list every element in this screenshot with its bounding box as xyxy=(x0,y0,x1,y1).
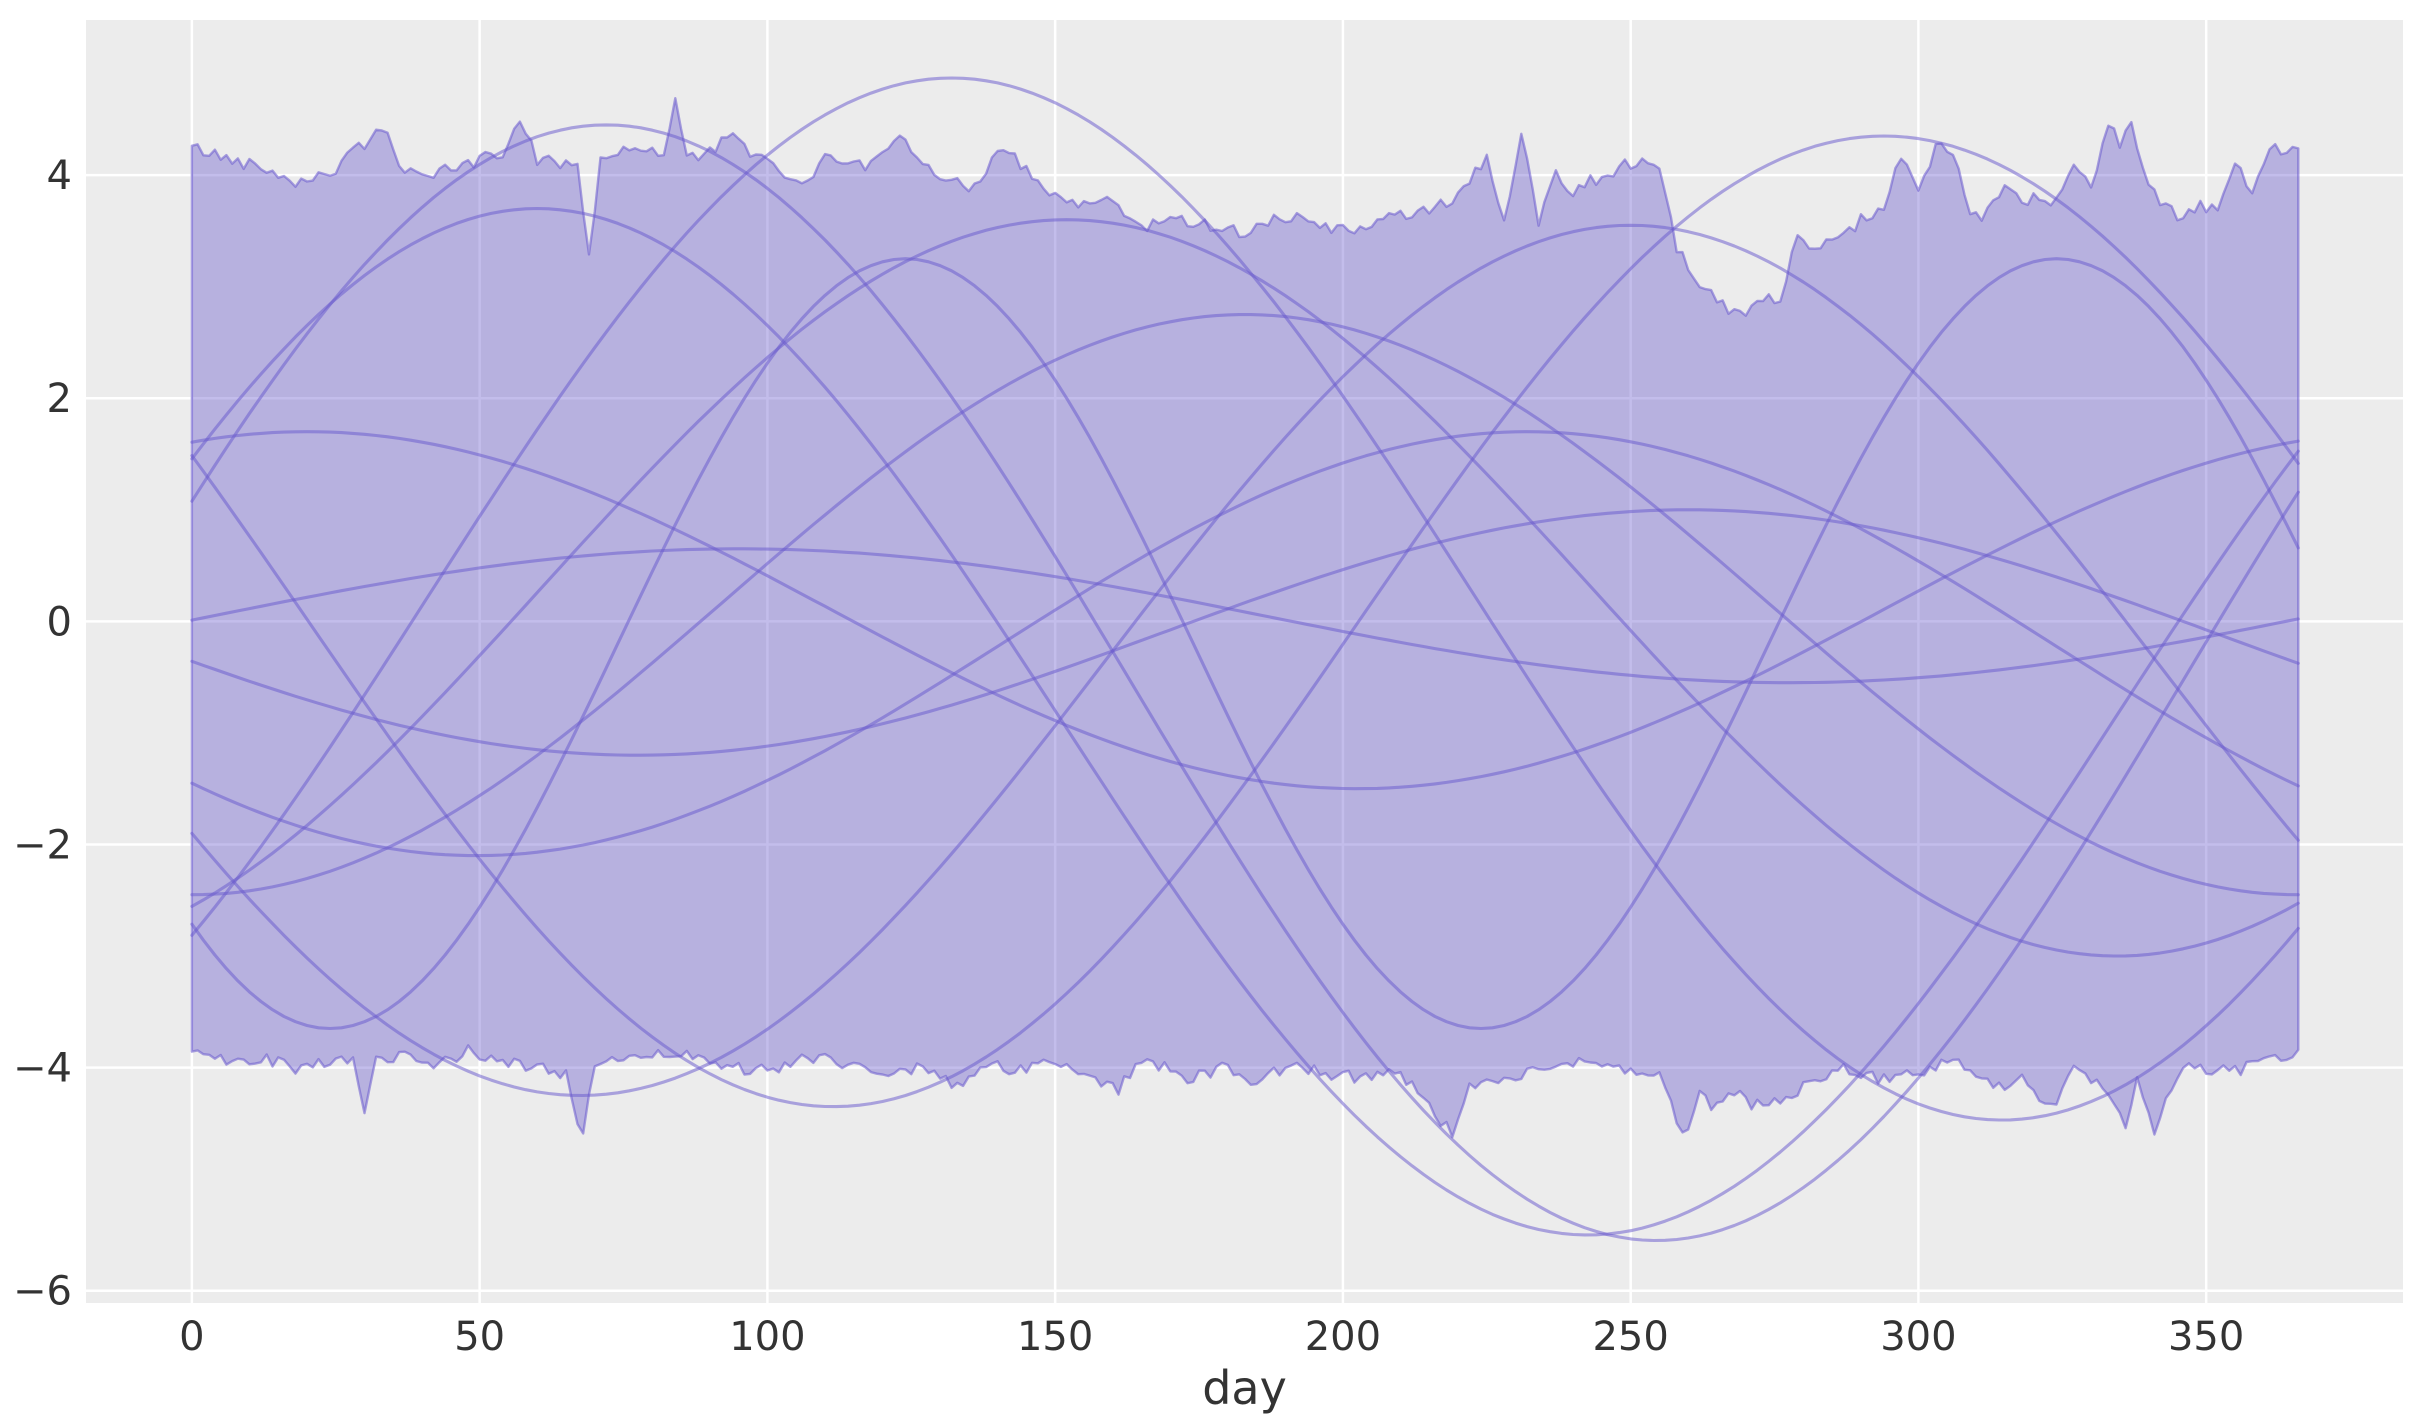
y-tick-label: 2 xyxy=(47,376,72,422)
data-series xyxy=(190,76,2300,1243)
y-tick-label: −4 xyxy=(13,1046,72,1092)
x-tick-labels: 0 50 100 150 200 250 300 350 xyxy=(179,1314,2244,1360)
y-tick-label: −6 xyxy=(13,1269,72,1315)
grid-lines xyxy=(86,20,2403,1303)
observed-band-area xyxy=(190,97,2300,1139)
line-series-sample-8 xyxy=(190,430,2300,791)
line-series-sample-6 xyxy=(190,218,2300,958)
x-tick-label: 150 xyxy=(1017,1314,1093,1360)
line-series-sample-11 xyxy=(190,430,2300,858)
x-tick-label: 250 xyxy=(1592,1314,1668,1360)
line-series-sample-4 xyxy=(190,134,2300,1109)
line-series-sample-7 xyxy=(190,257,2300,1031)
line-series-sample-5 xyxy=(190,223,2300,1098)
x-tick-label: 200 xyxy=(1305,1314,1381,1360)
y-tick-label: 4 xyxy=(47,153,72,199)
x-tick-label: 0 xyxy=(179,1314,204,1360)
line-series-sample-3 xyxy=(190,206,2300,1237)
x-tick-label: 300 xyxy=(1880,1314,1956,1360)
line-series-sample-12 xyxy=(190,313,2300,897)
x-tick-label: 50 xyxy=(454,1314,505,1360)
y-tick-label: −2 xyxy=(13,822,72,868)
y-tick-label: 0 xyxy=(47,599,72,645)
line-series-sample-10 xyxy=(190,547,2300,685)
line-series-sample-2 xyxy=(190,123,2300,1243)
line-series-sample-1 xyxy=(190,76,2300,1122)
x-tick-label: 350 xyxy=(2168,1314,2244,1360)
y-tick-labels: −6 −4 −2 0 2 4 xyxy=(13,153,72,1315)
x-tick-label: 100 xyxy=(729,1314,805,1360)
x-axis-label: day xyxy=(1202,1361,1287,1415)
